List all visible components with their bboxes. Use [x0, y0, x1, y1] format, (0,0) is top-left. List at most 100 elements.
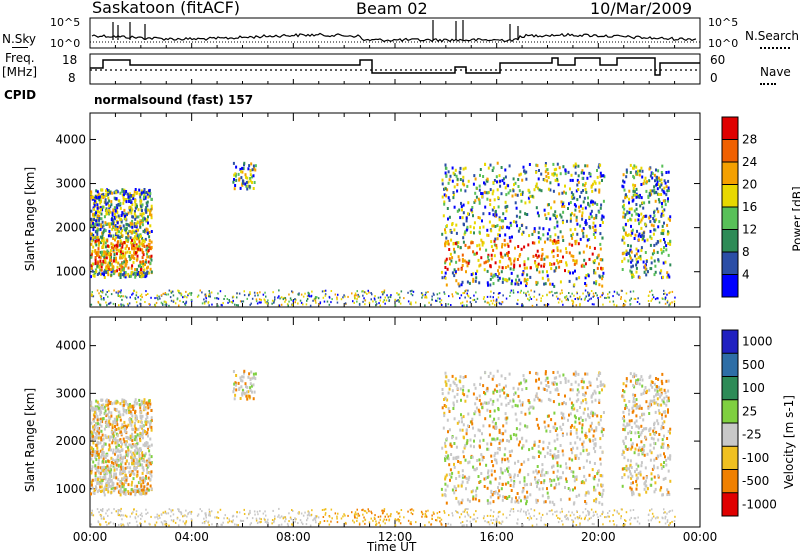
power-echo-cell	[133, 256, 136, 260]
power-ground-cell	[370, 298, 372, 301]
velocity-echo-cell	[142, 401, 145, 405]
power-echo-cell	[651, 176, 654, 180]
velocity-echo-cell	[103, 405, 106, 409]
power-echo-cell	[653, 273, 656, 277]
power-ground-cell	[517, 299, 519, 302]
velocity-echo-cell	[123, 490, 126, 494]
power-echo-cell	[494, 209, 497, 213]
power-echo-cell	[661, 209, 664, 213]
power-ground-cell	[625, 292, 628, 295]
velocity-echo-cell	[132, 451, 135, 455]
velocity-echo-cell	[448, 410, 451, 413]
power-echo-cell	[486, 197, 489, 201]
power-echo-cell	[635, 257, 638, 261]
power-echo-cell	[105, 256, 108, 260]
velocity-echo-cell	[582, 449, 585, 453]
power-ground-cell	[122, 303, 124, 306]
power-colorbar-label-1: 8	[742, 245, 750, 259]
velocity-echo-cell	[552, 382, 555, 386]
power-echo-cell	[669, 239, 672, 243]
power-echo-cell	[491, 224, 494, 228]
power-echo-cell	[96, 236, 99, 240]
power-echo-cell	[451, 179, 454, 183]
power-echo-cell	[137, 247, 140, 251]
velocity-echo-cell	[93, 492, 96, 495]
velocity-echo-cell	[546, 388, 549, 392]
power-echo-cell	[465, 216, 468, 220]
velocity-echo-cell	[455, 445, 458, 449]
velocity-echo-cell	[553, 478, 556, 482]
power-echo-cell	[128, 200, 131, 203]
power-echo-cell	[465, 219, 468, 223]
power-ground-cell	[220, 303, 222, 306]
power-echo-cell	[97, 192, 100, 196]
power-echo-cell	[96, 253, 99, 257]
power-echo-cell	[538, 240, 540, 244]
velocity-echo-cell	[140, 492, 143, 496]
velocity-echo-cell	[594, 398, 597, 402]
power-echo-cell	[494, 261, 497, 265]
power-echo-cell	[482, 241, 485, 245]
velocity-echo-cell	[91, 478, 94, 482]
velocity-echo-cell	[505, 416, 508, 420]
power-echo-cell	[593, 261, 596, 265]
power-echo-cell	[562, 210, 565, 214]
power-ground-cell	[608, 291, 611, 294]
power-ground-cell	[228, 299, 230, 301]
power-ground-cell	[361, 290, 363, 293]
power-echo-cell	[560, 200, 563, 204]
power-echo-cell	[553, 262, 556, 266]
power-echo-cell	[467, 201, 470, 205]
power-echo-cell	[550, 206, 553, 210]
power-echo-cell	[100, 225, 103, 228]
velocity-echo-cell	[574, 370, 577, 374]
velocity-echo-cell	[147, 420, 150, 424]
power-echo-cell	[95, 201, 98, 204]
velocity-echo-cell	[577, 390, 580, 394]
velocity-echo-cell	[543, 420, 546, 424]
velocity-echo-cell	[105, 403, 108, 407]
power-ground-cell	[314, 299, 317, 302]
power-ground-cell	[412, 290, 415, 293]
power-echo-cell	[600, 174, 603, 178]
power-echo-cell	[107, 189, 110, 192]
velocity-echo-cell	[585, 502, 588, 505]
power-echo-cell	[592, 232, 595, 236]
power-echo-cell	[91, 269, 94, 273]
velocity-echo-cell	[108, 482, 111, 485]
velocity-echo-cell	[145, 417, 148, 421]
power-echo-cell	[560, 215, 563, 219]
power-echo-cell	[475, 195, 478, 199]
power-ground-cell	[494, 303, 496, 306]
velocity-echo-cell	[445, 501, 448, 505]
power-ground-cell	[580, 298, 583, 301]
power-echo-cell	[499, 225, 502, 229]
power-ground-cell	[277, 304, 280, 307]
power-echo-cell	[131, 231, 134, 235]
power-echo-cell	[535, 280, 538, 284]
power-echo-cell	[141, 239, 144, 243]
power-echo-cell	[653, 173, 656, 177]
power-ground-cell	[473, 298, 476, 301]
velocity-echo-cell	[462, 455, 465, 459]
power-echo-cell	[99, 206, 102, 210]
power-echo-cell	[124, 191, 127, 195]
velocity-echo-cell	[110, 486, 113, 490]
power-echo-cell	[579, 237, 582, 241]
power-echo-cell	[455, 223, 458, 227]
velocity-echo-cell	[504, 447, 507, 451]
velocity-echo-cell	[478, 394, 481, 398]
power-echo-cell	[635, 165, 638, 169]
velocity-echo-cell	[127, 406, 130, 410]
time-xtick-label-5: 20:00	[581, 530, 616, 544]
power-echo-cell	[128, 206, 131, 210]
power-ground-cell	[492, 299, 495, 302]
power-ground-cell	[546, 294, 548, 297]
velocity-echo-cell	[471, 422, 474, 426]
power-echo-cell	[96, 273, 99, 276]
velocity-echo-cell	[136, 442, 138, 446]
velocity-echo-cell	[489, 495, 492, 499]
power-ground-cell	[184, 302, 186, 305]
power-ground-cell	[336, 296, 338, 299]
velocity-echo-cell	[234, 393, 237, 397]
